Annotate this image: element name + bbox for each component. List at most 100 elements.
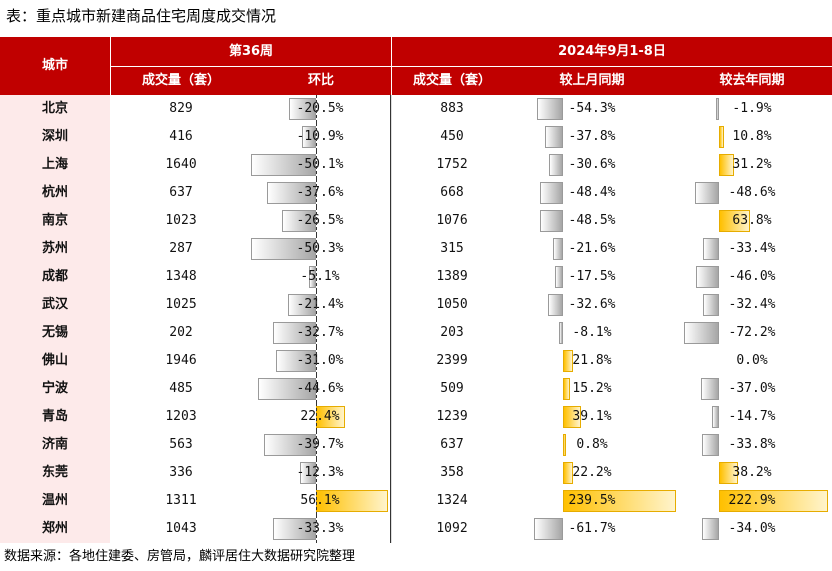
period-volume: 637 (440, 437, 464, 452)
city-name: 武汉 (0, 291, 110, 319)
mom-change-value: -8.1% (572, 325, 612, 340)
data-source-note: 数据来源：各地住建委、房管局，麟评居住大数据研究院整理 (4, 549, 356, 564)
wow-change-bar (309, 266, 316, 288)
mom-change-bar (540, 210, 563, 232)
wow-change-value: -37.6% (296, 185, 344, 200)
wow-axis-line (316, 319, 317, 347)
wow-change-bar (301, 126, 316, 148)
period-volume: 1092 (436, 521, 468, 536)
period-volume: 1239 (436, 409, 468, 424)
table-row: 南京 1023 1076 -26.5% -48.5% 63.8% (0, 207, 832, 235)
yoy-change-bar (719, 210, 751, 232)
weekly-volume: 563 (169, 437, 193, 452)
city-name: 温州 (0, 487, 110, 515)
wow-change-bar (250, 238, 316, 260)
wow-axis-line (316, 431, 317, 459)
city-name: 苏州 (0, 235, 110, 263)
yoy-change-value: -72.2% (728, 325, 776, 340)
yoy-change-value: -46.0% (728, 269, 776, 284)
mom-change-bar (537, 98, 563, 120)
wow-axis-line (316, 95, 317, 123)
group-separator (390, 95, 391, 543)
mom-change-bar (545, 126, 563, 148)
wow-axis-line (316, 123, 317, 151)
yoy-change-bar (702, 434, 719, 456)
weekly-volume: 1311 (165, 493, 197, 508)
period-volume: 1050 (436, 297, 468, 312)
mom-change-value: -30.6% (568, 157, 616, 172)
yoy-change-value: -34.0% (728, 521, 776, 536)
period-volume: 1324 (436, 493, 468, 508)
table-row: 温州 1311 1324 56.1% 239.5% 222.9% (0, 487, 832, 515)
city-name: 北京 (0, 95, 110, 123)
yoy-change-bar (716, 98, 719, 120)
period-volume: 358 (440, 465, 464, 480)
mom-change-value: -32.6% (568, 297, 616, 312)
yoy-change-bar (702, 518, 719, 540)
wow-change-value: -32.7% (296, 325, 344, 340)
table-row: 成都 1348 1389 -5.1% -17.5% -46.0% (0, 263, 832, 291)
wow-axis-line (316, 179, 317, 207)
city-name: 杭州 (0, 179, 110, 207)
wow-change-value: -26.5% (296, 213, 344, 228)
table-row: 佛山 1946 2399 -31.0% 21.8% 0.0% (0, 347, 832, 375)
table-row: 宁波 485 509 -44.6% 15.2% -37.0% (0, 375, 832, 403)
mom-change-bar (563, 434, 566, 456)
city-name: 成都 (0, 263, 110, 291)
yoy-change-value: 222.9% (728, 493, 776, 508)
yoy-change-bar (703, 294, 719, 316)
yoy-change-bar (711, 406, 719, 428)
wow-axis-line (316, 375, 317, 403)
mom-change-bar (563, 462, 574, 484)
group-separator (391, 95, 392, 543)
mom-change-bar (552, 238, 563, 260)
wow-axis-line (316, 347, 317, 375)
period-volume: 509 (440, 381, 464, 396)
period-volume: 315 (440, 241, 464, 256)
mom-change-value: -21.6% (568, 241, 616, 256)
table-row: 济南 563 637 -39.7% 0.8% -33.8% (0, 431, 832, 459)
yoy-change-bar (702, 238, 719, 260)
wow-axis-line (316, 151, 317, 179)
mom-change-value: -54.3% (568, 101, 616, 116)
wow-change-value: 56.1% (300, 493, 340, 508)
header-volume-label: 成交量（套） (141, 73, 220, 88)
wow-axis-line (316, 207, 317, 235)
table-title: 表：重点城市新建商品住宅周度成交情况 (6, 7, 277, 25)
period-volume: 883 (440, 101, 464, 116)
weekly-volume: 416 (169, 129, 193, 144)
table-row: 青岛 1203 1239 22.4% 39.1% -14.7% (0, 403, 832, 431)
table-row: 深圳 416 450 -10.9% -37.8% 10.8% (0, 123, 832, 151)
wow-axis-line (316, 263, 317, 291)
city-name: 东莞 (0, 459, 110, 487)
city-name: 南京 (0, 207, 110, 235)
city-name: 佛山 (0, 347, 110, 375)
table-body: 北京 829 883 -20.5% -54.3% -1.9% 深圳 416 450 -10.9% -… (0, 95, 832, 543)
period-volume: 2399 (436, 353, 468, 368)
wow-axis-line (316, 403, 317, 431)
yoy-change-value: 63.8% (732, 213, 772, 228)
yoy-change-value: -37.0% (728, 381, 776, 396)
wow-change-value: -50.3% (296, 241, 344, 256)
yoy-change-value: 38.2% (732, 465, 772, 480)
mom-change-value: 21.8% (572, 353, 612, 368)
mom-change-bar (554, 266, 563, 288)
weekly-volume: 1025 (165, 297, 197, 312)
header-yoy-label: 较去年同期 (719, 73, 785, 88)
period-volume: 668 (440, 185, 464, 200)
table-row: 无锡 202 203 -32.7% -8.1% -72.2% (0, 319, 832, 347)
mom-change-value: 15.2% (572, 381, 612, 396)
header-divider-2 (392, 66, 832, 67)
weekly-volume: 1640 (165, 157, 197, 172)
yoy-change-value: -32.4% (728, 297, 776, 312)
mom-change-value: -37.8% (568, 129, 616, 144)
mom-change-value: -48.4% (568, 185, 616, 200)
weekly-volume: 1348 (165, 269, 197, 284)
yoy-change-bar (719, 462, 738, 484)
period-volume: 203 (440, 325, 464, 340)
table-row: 东莞 336 358 -12.3% 22.2% 38.2% (0, 459, 832, 487)
yoy-change-value: -33.8% (728, 437, 776, 452)
weekly-volume: 1023 (165, 213, 197, 228)
header-wow-label: 环比 (307, 73, 334, 88)
table-row: 上海 1640 1752 -50.1% -30.6% 31.2% (0, 151, 832, 179)
